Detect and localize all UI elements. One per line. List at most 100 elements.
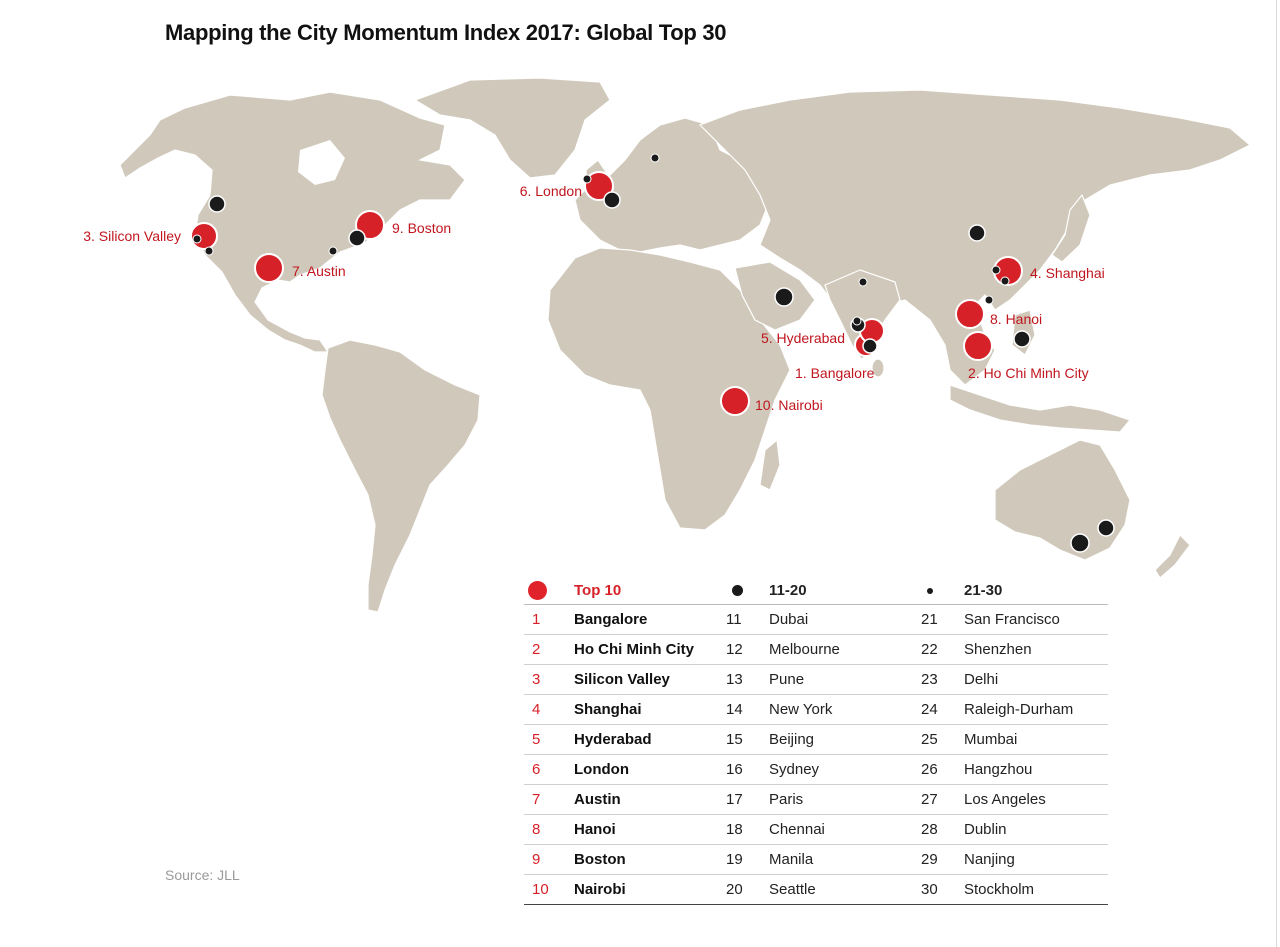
- city-markers: [190, 153, 1115, 553]
- city-mid: Melbourne: [769, 641, 840, 658]
- rank-small: 28: [921, 821, 938, 838]
- land-africa: [547, 247, 791, 531]
- rank-mid: 12: [726, 641, 743, 658]
- city-small: Delhi: [964, 671, 999, 688]
- marker-london[interactable]: [584, 171, 614, 201]
- rank-top: 6: [532, 761, 541, 778]
- marker-chennai[interactable]: [862, 338, 878, 354]
- label-austin: 7. Austin: [292, 263, 346, 279]
- marker-los-angeles[interactable]: [204, 246, 214, 256]
- city-small: Nanjing: [964, 851, 1015, 868]
- marker-sydney[interactable]: [1097, 519, 1115, 537]
- city-top: Ho Chi Minh City: [574, 641, 694, 658]
- city-small: Mumbai: [964, 731, 1018, 748]
- marker-melbourne[interactable]: [1070, 533, 1090, 553]
- city-mid: Sydney: [769, 761, 820, 778]
- right-border: [1276, 0, 1277, 947]
- rank-small: 29: [921, 851, 938, 868]
- label-boston: 9. Boston: [392, 220, 451, 236]
- rank-top: 10: [532, 881, 549, 898]
- marker-beijing[interactable]: [968, 224, 986, 242]
- rank-mid: 19: [726, 851, 743, 868]
- legend-row: 9 Boston 19 Manila 29 Nanjing: [524, 845, 1108, 875]
- city-mid: Seattle: [769, 881, 816, 898]
- city-mid: Chennai: [769, 821, 825, 838]
- city-top: Boston: [574, 851, 626, 868]
- land-north-america: [119, 91, 466, 353]
- marker-nanjing[interactable]: [991, 265, 1001, 275]
- marker-new-york[interactable]: [348, 229, 366, 247]
- rank-top: 8: [532, 821, 541, 838]
- rank-top: 3: [532, 671, 541, 688]
- legend-mid-dot: [732, 585, 743, 596]
- land-greenland: [413, 77, 611, 179]
- legend-row: 2 Ho Chi Minh City 12 Melbourne 22 Shenzhen: [524, 635, 1108, 665]
- rank-top: 1: [532, 611, 541, 628]
- marker-ho-chi-minh-city[interactable]: [963, 331, 993, 361]
- marker-paris[interactable]: [603, 191, 621, 209]
- legend-small-dot: [927, 588, 933, 594]
- label-nairobi: 10. Nairobi: [755, 397, 823, 413]
- rank-mid: 13: [726, 671, 743, 688]
- rank-small: 23: [921, 671, 938, 688]
- rank-top: 4: [532, 701, 541, 718]
- marker-hanoi[interactable]: [955, 299, 985, 329]
- legend-header: Top 10 11-20 21-30: [524, 578, 1108, 605]
- city-mid: Pune: [769, 671, 805, 688]
- land-indonesia: [949, 384, 1132, 433]
- land-masses: [119, 77, 1252, 613]
- rank-mid: 11: [726, 611, 742, 628]
- rank-mid: 14: [726, 701, 743, 718]
- rank-small: 25: [921, 731, 938, 748]
- legend-row: 3 Silicon Valley 13 Pune 23 Delhi: [524, 665, 1108, 695]
- legend-rows: 1 Bangalore 11 Dubai 21 San Francisco 2 Ho Chi …: [524, 605, 1108, 905]
- map-labels: 3. Silicon Valley 9. Boston 7. Austin 6.…: [83, 183, 1105, 413]
- city-top: Silicon Valley: [574, 671, 670, 688]
- marker-manila[interactable]: [1013, 330, 1031, 348]
- marker-dublin[interactable]: [582, 174, 592, 184]
- marker-raleigh-durham[interactable]: [328, 246, 338, 256]
- city-small: San Francisco: [964, 611, 1060, 628]
- page-title: Mapping the City Momentum Index 2017: Gl…: [165, 20, 727, 45]
- marker-shenzhen[interactable]: [984, 295, 994, 305]
- city-mid: Dubai: [769, 611, 809, 628]
- marker-nairobi[interactable]: [720, 386, 750, 416]
- city-small: Los Angeles: [964, 791, 1046, 808]
- marker-dubai[interactable]: [774, 287, 794, 307]
- label-london: 6. London: [520, 183, 582, 199]
- legend-table: Top 10 11-20 21-30 1 Bangalore 11 Dubai 21 Sa…: [524, 578, 1108, 905]
- rank-small: 26: [921, 761, 938, 778]
- label-silicon-valley: 3. Silicon Valley: [83, 228, 181, 244]
- marker-stockholm[interactable]: [650, 153, 660, 163]
- legend-row: 6 London 16 Sydney 26 Hangzhou: [524, 755, 1108, 785]
- land-south-america: [321, 339, 481, 613]
- legend-top10-label: Top 10: [574, 582, 622, 599]
- marker-mumbai[interactable]: [852, 316, 862, 326]
- rank-mid: 16: [726, 761, 743, 778]
- marker-hangzhou[interactable]: [1000, 276, 1010, 286]
- label-bangalore: 1. Bangalore: [795, 365, 875, 381]
- rank-small: 24: [921, 701, 938, 718]
- rank-small: 21: [921, 611, 938, 628]
- legend-row: 4 Shanghai 14 New York 24 Raleigh-Durham: [524, 695, 1108, 725]
- rank-small: 27: [921, 791, 938, 808]
- rank-mid: 18: [726, 821, 743, 838]
- rank-mid: 20: [726, 881, 743, 898]
- marker-austin[interactable]: [254, 253, 284, 283]
- marker-seattle[interactable]: [208, 195, 226, 213]
- city-small: Raleigh-Durham: [964, 701, 1074, 718]
- city-top: Austin: [574, 791, 621, 808]
- legend-row: 8 Hanoi 18 Chennai 28 Dublin: [524, 815, 1108, 845]
- label-hcmc: 2. Ho Chi Minh City: [968, 365, 1089, 381]
- land-japan: [1051, 193, 1091, 263]
- city-mid: Beijing: [769, 731, 815, 748]
- marker-delhi[interactable]: [858, 277, 868, 287]
- label-shanghai: 4. Shanghai: [1030, 265, 1105, 281]
- marker-san-francisco[interactable]: [192, 234, 202, 244]
- rank-top: 2: [532, 641, 541, 658]
- city-top: Shanghai: [574, 701, 642, 718]
- legend-row: 7 Austin 17 Paris 27 Los Angeles: [524, 785, 1108, 815]
- city-mid: New York: [769, 701, 833, 718]
- rank-top: 5: [532, 731, 541, 748]
